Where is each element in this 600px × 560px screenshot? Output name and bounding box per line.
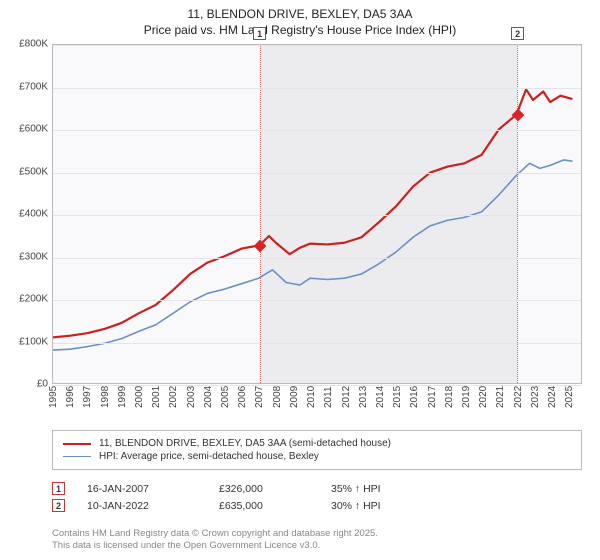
x-tick-label: 2025 bbox=[564, 386, 575, 408]
gridline bbox=[53, 343, 581, 344]
y-tick-label: £500K bbox=[19, 166, 48, 177]
gridline bbox=[53, 258, 581, 259]
x-tick-label: 2002 bbox=[168, 386, 179, 408]
sales-row-pct: 35% ↑ HPI bbox=[331, 483, 431, 495]
sales-row-marker: 2 bbox=[52, 499, 65, 512]
sales-row-marker: 1 bbox=[52, 482, 65, 495]
title-line2: Price paid vs. HM Land Registry's House … bbox=[0, 22, 600, 38]
x-tick-label: 2008 bbox=[272, 386, 283, 408]
y-axis: £0£100K£200K£300K£400K£500K£600K£700K£80… bbox=[0, 44, 52, 384]
x-tick-label: 1995 bbox=[48, 386, 59, 408]
chart-wrap: £0£100K£200K£300K£400K£500K£600K£700K£80… bbox=[0, 44, 600, 424]
sales-row: 1 16-JAN-2007 £326,000 35% ↑ HPI bbox=[52, 480, 582, 497]
x-tick-label: 2011 bbox=[323, 386, 334, 408]
legend-row: HPI: Average price, semi-detached house,… bbox=[63, 450, 571, 463]
y-tick-label: £600K bbox=[19, 124, 48, 135]
x-tick-label: 2004 bbox=[203, 386, 214, 408]
sales-row-date: 10-JAN-2022 bbox=[87, 500, 197, 512]
title-line1: 11, BLENDON DRIVE, BEXLEY, DA5 3AA bbox=[0, 6, 600, 22]
chart-container: 11, BLENDON DRIVE, BEXLEY, DA5 3AA Price… bbox=[0, 0, 600, 560]
x-tick-label: 1997 bbox=[82, 386, 93, 408]
y-tick-label: £800K bbox=[19, 39, 48, 50]
series-hpi bbox=[53, 160, 572, 350]
y-tick-label: £100K bbox=[19, 336, 48, 347]
sales-row-price: £635,000 bbox=[219, 500, 309, 512]
gridline bbox=[53, 300, 581, 301]
y-tick-label: £300K bbox=[19, 251, 48, 262]
attribution-line1: Contains HM Land Registry data © Crown c… bbox=[52, 528, 582, 540]
sales-row-price: £326,000 bbox=[219, 483, 309, 495]
legend-row: 11, BLENDON DRIVE, BEXLEY, DA5 3AA (semi… bbox=[63, 437, 571, 450]
attribution-line2: This data is licensed under the Open Gov… bbox=[52, 540, 582, 552]
x-tick-label: 2006 bbox=[237, 386, 248, 408]
gridline bbox=[53, 130, 581, 131]
legend-label: 11, BLENDON DRIVE, BEXLEY, DA5 3AA (semi… bbox=[99, 438, 391, 449]
y-tick-label: £200K bbox=[19, 294, 48, 305]
legend-label: HPI: Average price, semi-detached house,… bbox=[99, 451, 319, 462]
x-tick-label: 2009 bbox=[289, 386, 300, 408]
y-tick-label: £0 bbox=[37, 379, 48, 390]
x-tick-label: 2012 bbox=[341, 386, 352, 408]
x-tick-label: 2017 bbox=[427, 386, 438, 408]
x-tick-label: 1999 bbox=[117, 386, 128, 408]
x-tick-label: 2003 bbox=[186, 386, 197, 408]
x-tick-label: 2007 bbox=[254, 386, 265, 408]
x-tick-label: 2010 bbox=[306, 386, 317, 408]
x-tick-label: 2014 bbox=[375, 386, 386, 408]
gridline bbox=[53, 88, 581, 89]
y-tick-label: £700K bbox=[19, 81, 48, 92]
x-tick-label: 2015 bbox=[392, 386, 403, 408]
sales-table: 1 16-JAN-2007 £326,000 35% ↑ HPI 2 10-JAN-202… bbox=[52, 480, 582, 514]
attribution: Contains HM Land Registry data © Crown c… bbox=[52, 528, 582, 553]
x-tick-label: 2013 bbox=[358, 386, 369, 408]
sale-marker-box: 1 bbox=[253, 27, 266, 40]
x-tick-label: 2016 bbox=[409, 386, 420, 408]
legend: 11, BLENDON DRIVE, BEXLEY, DA5 3AA (semi… bbox=[52, 430, 582, 470]
x-tick-label: 2023 bbox=[530, 386, 541, 408]
x-tick-label: 2018 bbox=[444, 386, 455, 408]
x-tick-label: 2022 bbox=[513, 386, 524, 408]
x-tick-label: 2005 bbox=[220, 386, 231, 408]
legend-swatch bbox=[63, 456, 91, 457]
x-tick-label: 2001 bbox=[151, 386, 162, 408]
gridline bbox=[53, 45, 581, 46]
x-tick-label: 2021 bbox=[495, 386, 506, 408]
line-paths bbox=[53, 45, 581, 383]
x-tick-label: 1996 bbox=[65, 386, 76, 408]
x-tick-label: 2024 bbox=[547, 386, 558, 408]
sales-row-date: 16-JAN-2007 bbox=[87, 483, 197, 495]
x-tick-label: 2000 bbox=[134, 386, 145, 408]
gridline bbox=[53, 173, 581, 174]
x-tick-label: 2020 bbox=[478, 386, 489, 408]
title-block: 11, BLENDON DRIVE, BEXLEY, DA5 3AA Price… bbox=[0, 0, 600, 38]
plot-area: 12 bbox=[52, 44, 582, 384]
gridline bbox=[53, 215, 581, 216]
y-tick-label: £400K bbox=[19, 209, 48, 220]
sales-row: 2 10-JAN-2022 £635,000 30% ↑ HPI bbox=[52, 497, 582, 514]
sale-marker-box: 2 bbox=[511, 27, 524, 40]
x-tick-label: 2019 bbox=[461, 386, 472, 408]
legend-swatch bbox=[63, 443, 91, 445]
sales-row-pct: 30% ↑ HPI bbox=[331, 500, 431, 512]
x-tick-label: 1998 bbox=[100, 386, 111, 408]
x-axis: 1995199619971998199920002001200220032004… bbox=[52, 384, 582, 424]
